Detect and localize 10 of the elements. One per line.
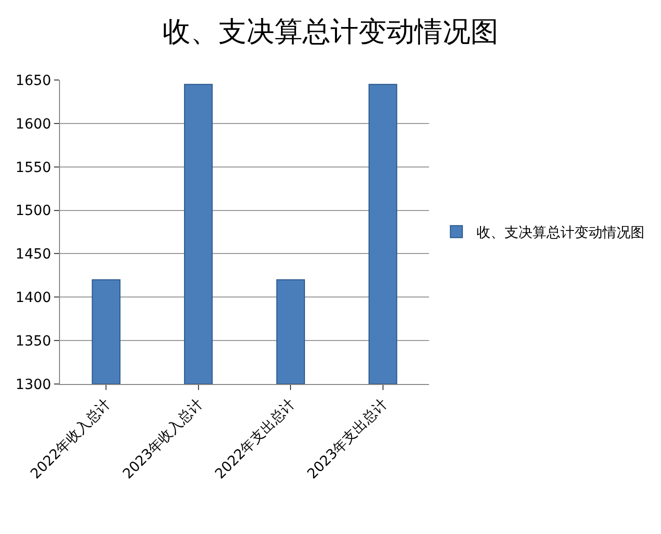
y-tick-label: 1450: [16, 246, 52, 263]
legend-label: 收、支决算总计变动情况图: [476, 225, 644, 242]
y-tick-label: 1300: [16, 376, 52, 393]
y-tick-label: 1600: [16, 116, 52, 132]
y-tick-label: 1350: [16, 333, 52, 350]
y-tick-label: 1400: [16, 290, 52, 306]
chart-title: 收、支决算总计变动情况图: [162, 14, 498, 48]
y-tick-label: 1650: [16, 72, 52, 89]
y-tick-label: 1500: [16, 203, 52, 220]
y-tick-label: 1550: [16, 160, 52, 176]
